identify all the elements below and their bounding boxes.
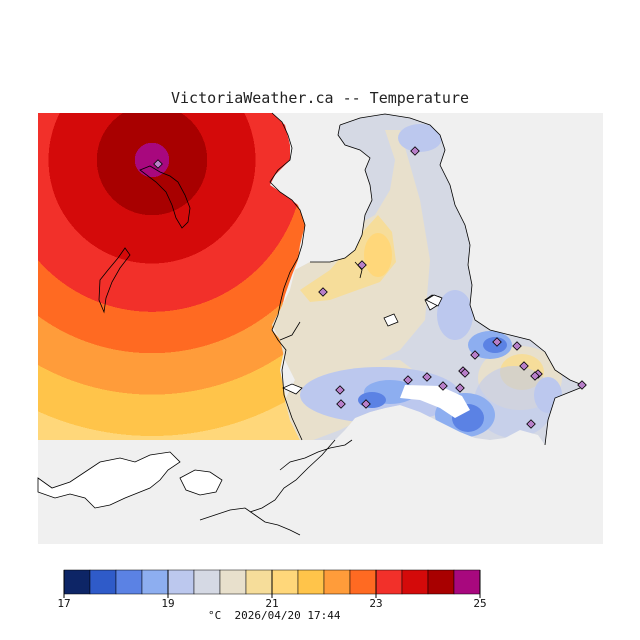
unit-label: °C: [208, 609, 222, 622]
colorbar-swatch: [375, 569, 403, 595]
colorbar-swatch: [453, 569, 481, 595]
south-island-outline: [179, 469, 223, 496]
northwest-island: [98, 165, 191, 314]
station-marker[interactable]: [526, 419, 536, 429]
station-marker[interactable]: [357, 260, 367, 270]
station-marker[interactable]: [403, 375, 413, 385]
station-marker[interactable]: [318, 287, 328, 297]
west-temperature-field: [38, 113, 305, 440]
colorbar-swatch: [63, 569, 91, 595]
colorbar-swatch: [193, 569, 221, 595]
east-temperature-field: [272, 114, 585, 445]
colorbar-swatch: [167, 569, 195, 595]
inland-coastline: [279, 124, 373, 341]
map-title: VictoriaWeather.ca -- Temperature: [170, 89, 469, 107]
station-marker[interactable]: [492, 337, 502, 347]
colorbar-swatch: [219, 569, 247, 595]
station-marker[interactable]: [470, 350, 480, 360]
south-coastline-east: [199, 439, 353, 536]
weather-stations: [153, 146, 587, 429]
station-marker[interactable]: [519, 361, 529, 371]
station-marker[interactable]: [577, 380, 587, 390]
station-marker[interactable]: [530, 371, 540, 381]
station-marker[interactable]: [335, 385, 345, 395]
station-marker[interactable]: [438, 381, 448, 391]
station-marker[interactable]: [455, 383, 465, 393]
colorbar-swatch: [141, 569, 169, 595]
colorbar-swatch: [115, 569, 143, 595]
station-marker[interactable]: [512, 341, 522, 351]
footer-line: °C 2026/04/20 17:44: [208, 609, 340, 622]
colorbar-swatch: [245, 569, 273, 595]
colorbar-swatch: [401, 569, 429, 595]
station-marker[interactable]: [410, 146, 420, 156]
colorbar-swatch: [323, 569, 351, 595]
west-coastline: [269, 112, 306, 441]
station-marker[interactable]: [460, 368, 470, 378]
station-marker[interactable]: [336, 399, 346, 409]
station-marker[interactable]: [422, 372, 432, 382]
south-coastline: [37, 451, 181, 509]
colorbar-swatch: [89, 569, 117, 595]
colorbar-swatch: [271, 569, 299, 595]
temperature-colorbar: [63, 569, 481, 598]
timestamp: 2026/04/20 17:44: [234, 609, 341, 622]
station-marker[interactable]: [153, 159, 163, 169]
inlet-water: [400, 385, 470, 418]
colorbar-swatch: [349, 569, 377, 595]
small-islands: [282, 294, 443, 395]
colorbar-swatch: [297, 569, 325, 595]
station-marker[interactable]: [361, 399, 371, 409]
colorbar-swatch: [427, 569, 455, 595]
